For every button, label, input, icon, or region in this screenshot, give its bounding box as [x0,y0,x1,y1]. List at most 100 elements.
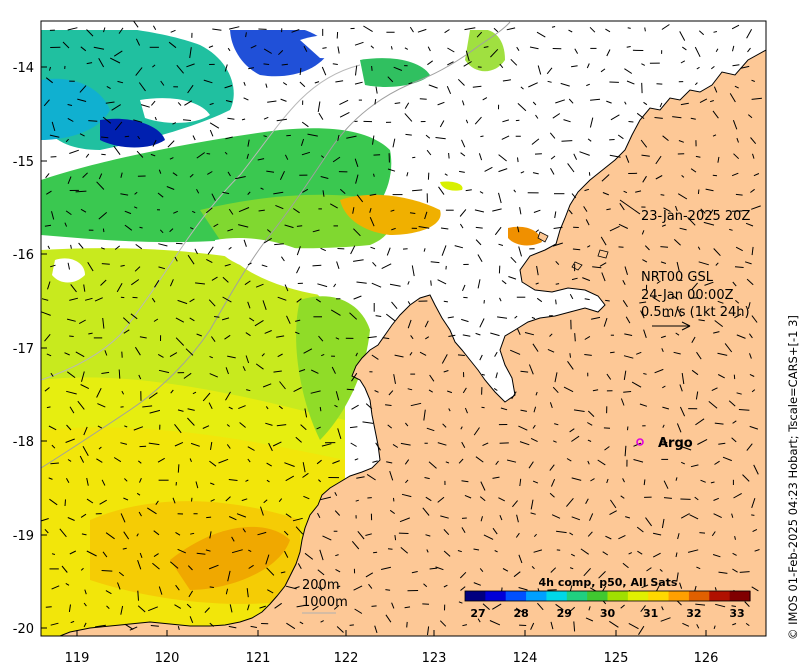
current-vector [510,349,521,355]
current-vector [609,620,619,628]
current-vector [282,82,288,86]
current-vector [473,582,481,586]
current-vector [448,334,456,337]
current-vector [65,477,70,483]
current-vector [304,552,314,560]
current-vector [552,440,557,443]
current-vector [276,335,285,338]
current-vector [335,568,341,573]
current-vector [574,333,576,342]
current-vector [406,172,409,177]
current-vector [582,277,591,282]
current-vector [603,317,608,327]
current-vector [705,188,714,192]
current-vector [439,120,445,128]
current-vector [569,428,575,433]
current-vector [224,85,233,89]
current-vector [691,282,698,291]
current-vector [443,300,448,303]
current-vector [676,307,682,317]
current-vector [447,316,454,319]
current-vector [520,171,525,174]
current-vector [586,63,590,69]
current-vector [120,605,124,615]
current-vector [150,153,156,157]
current-vector [714,422,724,425]
no-data-hole [215,238,324,295]
current-vector [190,442,200,447]
current-vector [187,565,193,571]
current-vector [602,551,609,556]
current-vector [96,458,103,463]
current-vector [44,333,51,342]
current-vector [362,421,374,424]
current-vector [441,354,448,364]
current-vector [238,224,249,228]
current-vector [248,564,254,569]
current-vector [265,83,268,88]
current-vector [263,48,272,54]
current-vector [459,170,465,173]
current-vector [662,135,669,141]
current-vector [280,98,287,102]
current-vector [159,229,164,234]
current-vector [622,562,629,569]
current-vector [320,620,324,623]
current-vector [322,190,325,197]
current-vector [600,68,606,73]
current-vector [277,353,283,358]
current-vector [67,262,70,270]
current-vector [139,226,143,229]
current-vector [47,281,51,290]
current-vector [568,209,573,215]
current-vector [587,422,593,426]
current-vector [300,138,305,146]
current-time-label: 24-Jan 00:00Z [641,288,734,303]
current-vector [189,458,192,462]
current-vector [462,624,468,627]
current-vector [566,606,576,615]
current-vector [245,479,249,482]
current-vector [286,622,296,630]
current-vector [480,516,483,522]
current-vector [546,67,553,75]
colorbar-tick-label: 32 [686,607,701,620]
current-vector [346,135,357,139]
current-vector [599,262,607,267]
current-vector [208,299,216,307]
current-vector [369,217,375,227]
current-vector [394,535,397,541]
current-vector [749,373,755,377]
current-vector [735,300,740,304]
current-vector [732,64,740,67]
current-vector [166,186,175,190]
current-vector [304,408,308,418]
current-vector [247,191,251,195]
current-vector [339,111,350,118]
current-vector [531,316,536,320]
current-vector [462,284,466,291]
current-vector [118,369,121,379]
current-vector [137,460,142,464]
current-vector [137,605,146,613]
current-vector [242,366,246,372]
current-vector [516,46,520,51]
colorbar-outline [464,590,751,602]
current-vector [151,100,156,106]
current-vector [550,168,555,175]
current-vector [679,227,687,231]
current-vector [222,276,229,283]
current-vector [498,154,507,162]
current-vector [225,496,231,502]
current-vector [587,245,591,248]
argo-float-marker[interactable] [636,438,644,446]
current-vector [225,367,229,375]
current-vector [138,374,142,380]
current-vector [514,315,518,319]
current-vector [654,368,664,374]
current-vector [636,351,642,355]
current-vector [661,518,665,529]
current-vector [133,119,143,123]
current-vector [571,435,580,442]
current-vector [517,226,520,233]
